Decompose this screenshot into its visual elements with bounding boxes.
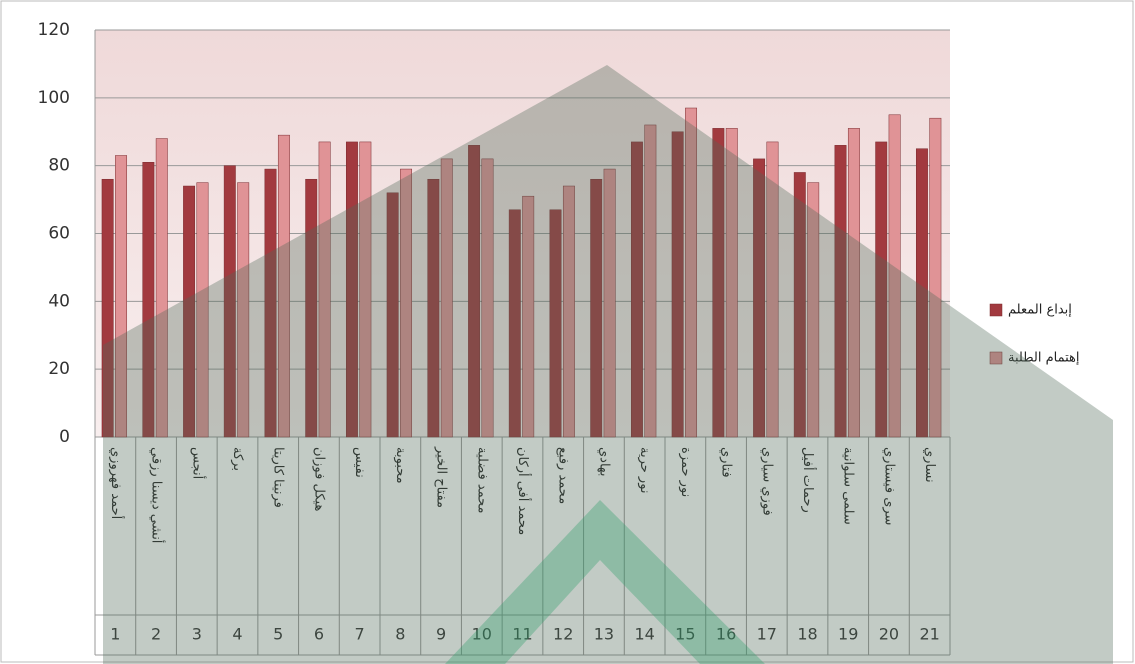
bar: [712, 128, 725, 438]
x-tick-number: 12: [553, 625, 573, 644]
x-tick-label: نور حمزة: [678, 447, 693, 497]
x-tick-label: أنجس: [189, 447, 206, 479]
x-tick-label: فتاري: [719, 447, 734, 478]
bar: [264, 168, 277, 438]
x-tick-number: 11: [512, 625, 532, 644]
y-tick-label: 120: [38, 20, 70, 40]
bar: [562, 185, 575, 438]
y-tick-label: 0: [59, 427, 70, 447]
x-tick-number: 9: [436, 625, 446, 644]
x-tick-number: 5: [273, 625, 283, 644]
bar: [929, 117, 942, 438]
x-tick-number: 13: [594, 625, 614, 644]
x-tick-number: 18: [797, 625, 817, 644]
bar: [468, 145, 481, 438]
bar: [386, 192, 399, 438]
y-tick-label: 100: [38, 88, 70, 108]
bar: [793, 172, 806, 438]
bar: [277, 134, 290, 438]
bar: [345, 141, 358, 438]
x-tick-label: محمد أفى أركان: [515, 447, 532, 535]
x-tick-label: نفيس: [352, 447, 367, 478]
x-tick-label: محمد فضلية: [474, 447, 489, 514]
x-tick-label: محمد رفيع: [556, 447, 571, 504]
bar: [359, 141, 372, 438]
bar: [101, 178, 114, 438]
bar: [400, 168, 413, 438]
x-tick-label: نساري: [922, 447, 937, 483]
bar: [590, 178, 603, 438]
x-tick-number: 15: [675, 625, 695, 644]
bar: [549, 209, 562, 438]
x-tick-label: فرنيتا كاريتا: [271, 447, 286, 508]
x-tick-number: 14: [634, 625, 654, 644]
bar: [427, 178, 440, 438]
y-tick-label: 80: [48, 156, 70, 176]
bar: [875, 141, 888, 438]
bar: [508, 209, 521, 438]
x-tick-number: 10: [472, 625, 492, 644]
x-tick-number: 7: [355, 625, 365, 644]
bar: [766, 141, 779, 438]
x-tick-label: مفتاح الخير: [434, 446, 449, 508]
bar: [915, 148, 928, 438]
x-tick-number: 19: [838, 625, 858, 644]
x-tick-number: 16: [716, 625, 736, 644]
bar: [847, 128, 860, 438]
bar: [888, 114, 901, 438]
bar: [196, 182, 209, 438]
x-tick-label: بركة: [230, 447, 245, 471]
bar: [183, 185, 196, 438]
x-tick-label: سرى فيستاري: [881, 447, 896, 525]
bar: [481, 158, 494, 438]
y-tick-label: 20: [48, 359, 70, 379]
bar: [834, 145, 847, 438]
bar: [237, 182, 250, 438]
x-tick-number: 6: [314, 625, 324, 644]
legend-label: إبداع المعلم: [1008, 303, 1072, 318]
bar: [305, 178, 318, 438]
legend-label: إهتمام الطلبة: [1008, 351, 1079, 366]
bar: [115, 155, 128, 438]
y-tick-label: 60: [48, 224, 70, 244]
bar: [522, 195, 535, 438]
legend-swatch: [989, 351, 1003, 365]
x-tick-number: 8: [395, 625, 405, 644]
bar: [807, 182, 820, 438]
x-tick-number: 20: [879, 625, 899, 644]
x-tick-label: أنشي ديسنا رزقي: [149, 447, 166, 543]
x-tick-number: 17: [757, 625, 777, 644]
bar: [671, 131, 684, 438]
x-tick-label: سلمى سلوانية: [841, 447, 856, 525]
bar: [440, 158, 453, 438]
x-tick-label: فوزي سياري: [759, 447, 774, 516]
bar: [644, 124, 657, 438]
bar: [142, 162, 155, 438]
x-tick-number: 2: [151, 625, 161, 644]
x-tick-label: نور حرية: [637, 447, 652, 494]
x-tick-number: 21: [919, 625, 939, 644]
watermark: [103, 65, 1113, 664]
x-tick-label: بهادي: [596, 447, 611, 477]
bar: [630, 141, 643, 438]
bar: [223, 165, 236, 438]
watermark-logo: [445, 500, 765, 664]
x-tick-label: رحمات أفيل: [800, 447, 817, 513]
bar: [155, 138, 168, 438]
x-tick-label: هيكل فوزان: [311, 447, 326, 511]
x-tick-label: محبوبة: [393, 447, 408, 484]
x-tick-label: أحمد فهروزي: [108, 447, 125, 519]
bar: [685, 107, 698, 438]
x-tick-number: 3: [192, 625, 202, 644]
x-tick-number: 1: [110, 625, 120, 644]
y-tick-label: 40: [48, 291, 70, 311]
legend-swatch: [989, 303, 1003, 317]
bar: [603, 168, 616, 438]
bar: [725, 128, 738, 438]
bar: [318, 141, 331, 438]
bar: [753, 158, 766, 438]
x-tick-number: 4: [232, 625, 242, 644]
